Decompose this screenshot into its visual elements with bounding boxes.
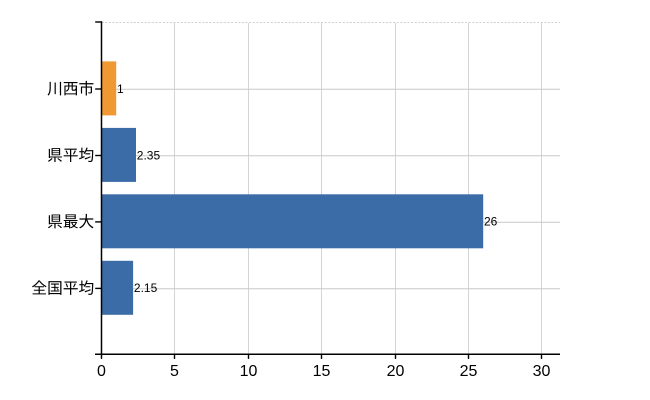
svg-text:2.15: 2.15	[134, 281, 158, 295]
svg-text:5: 5	[170, 363, 179, 380]
svg-text:26: 26	[484, 215, 498, 229]
svg-text:0: 0	[97, 363, 106, 380]
svg-text:2.35: 2.35	[137, 148, 161, 162]
svg-text:30: 30	[533, 363, 551, 380]
svg-text:1: 1	[117, 82, 124, 96]
svg-text:15: 15	[313, 363, 331, 380]
svg-text:10: 10	[240, 363, 258, 380]
svg-text:25: 25	[460, 363, 478, 380]
svg-text:20: 20	[387, 363, 405, 380]
